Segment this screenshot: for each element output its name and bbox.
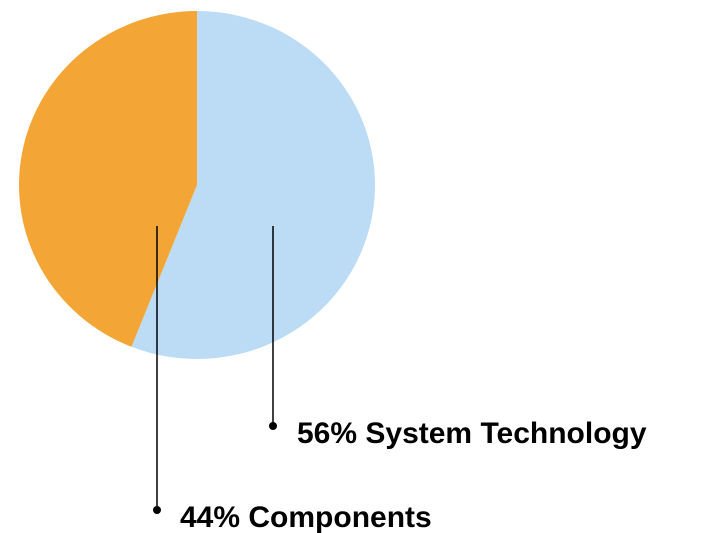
pie-slices xyxy=(19,11,375,359)
leader-line-components-dot xyxy=(153,506,161,514)
slice-label-system-technology: 56% System Technology xyxy=(297,417,647,450)
pie-slice-components xyxy=(19,11,198,347)
leader-lines xyxy=(153,226,277,514)
slice-label-components: 44% Components xyxy=(180,501,432,533)
leader-line-system-technology-dot xyxy=(269,422,277,430)
pie-slice-system-technology xyxy=(131,11,375,359)
